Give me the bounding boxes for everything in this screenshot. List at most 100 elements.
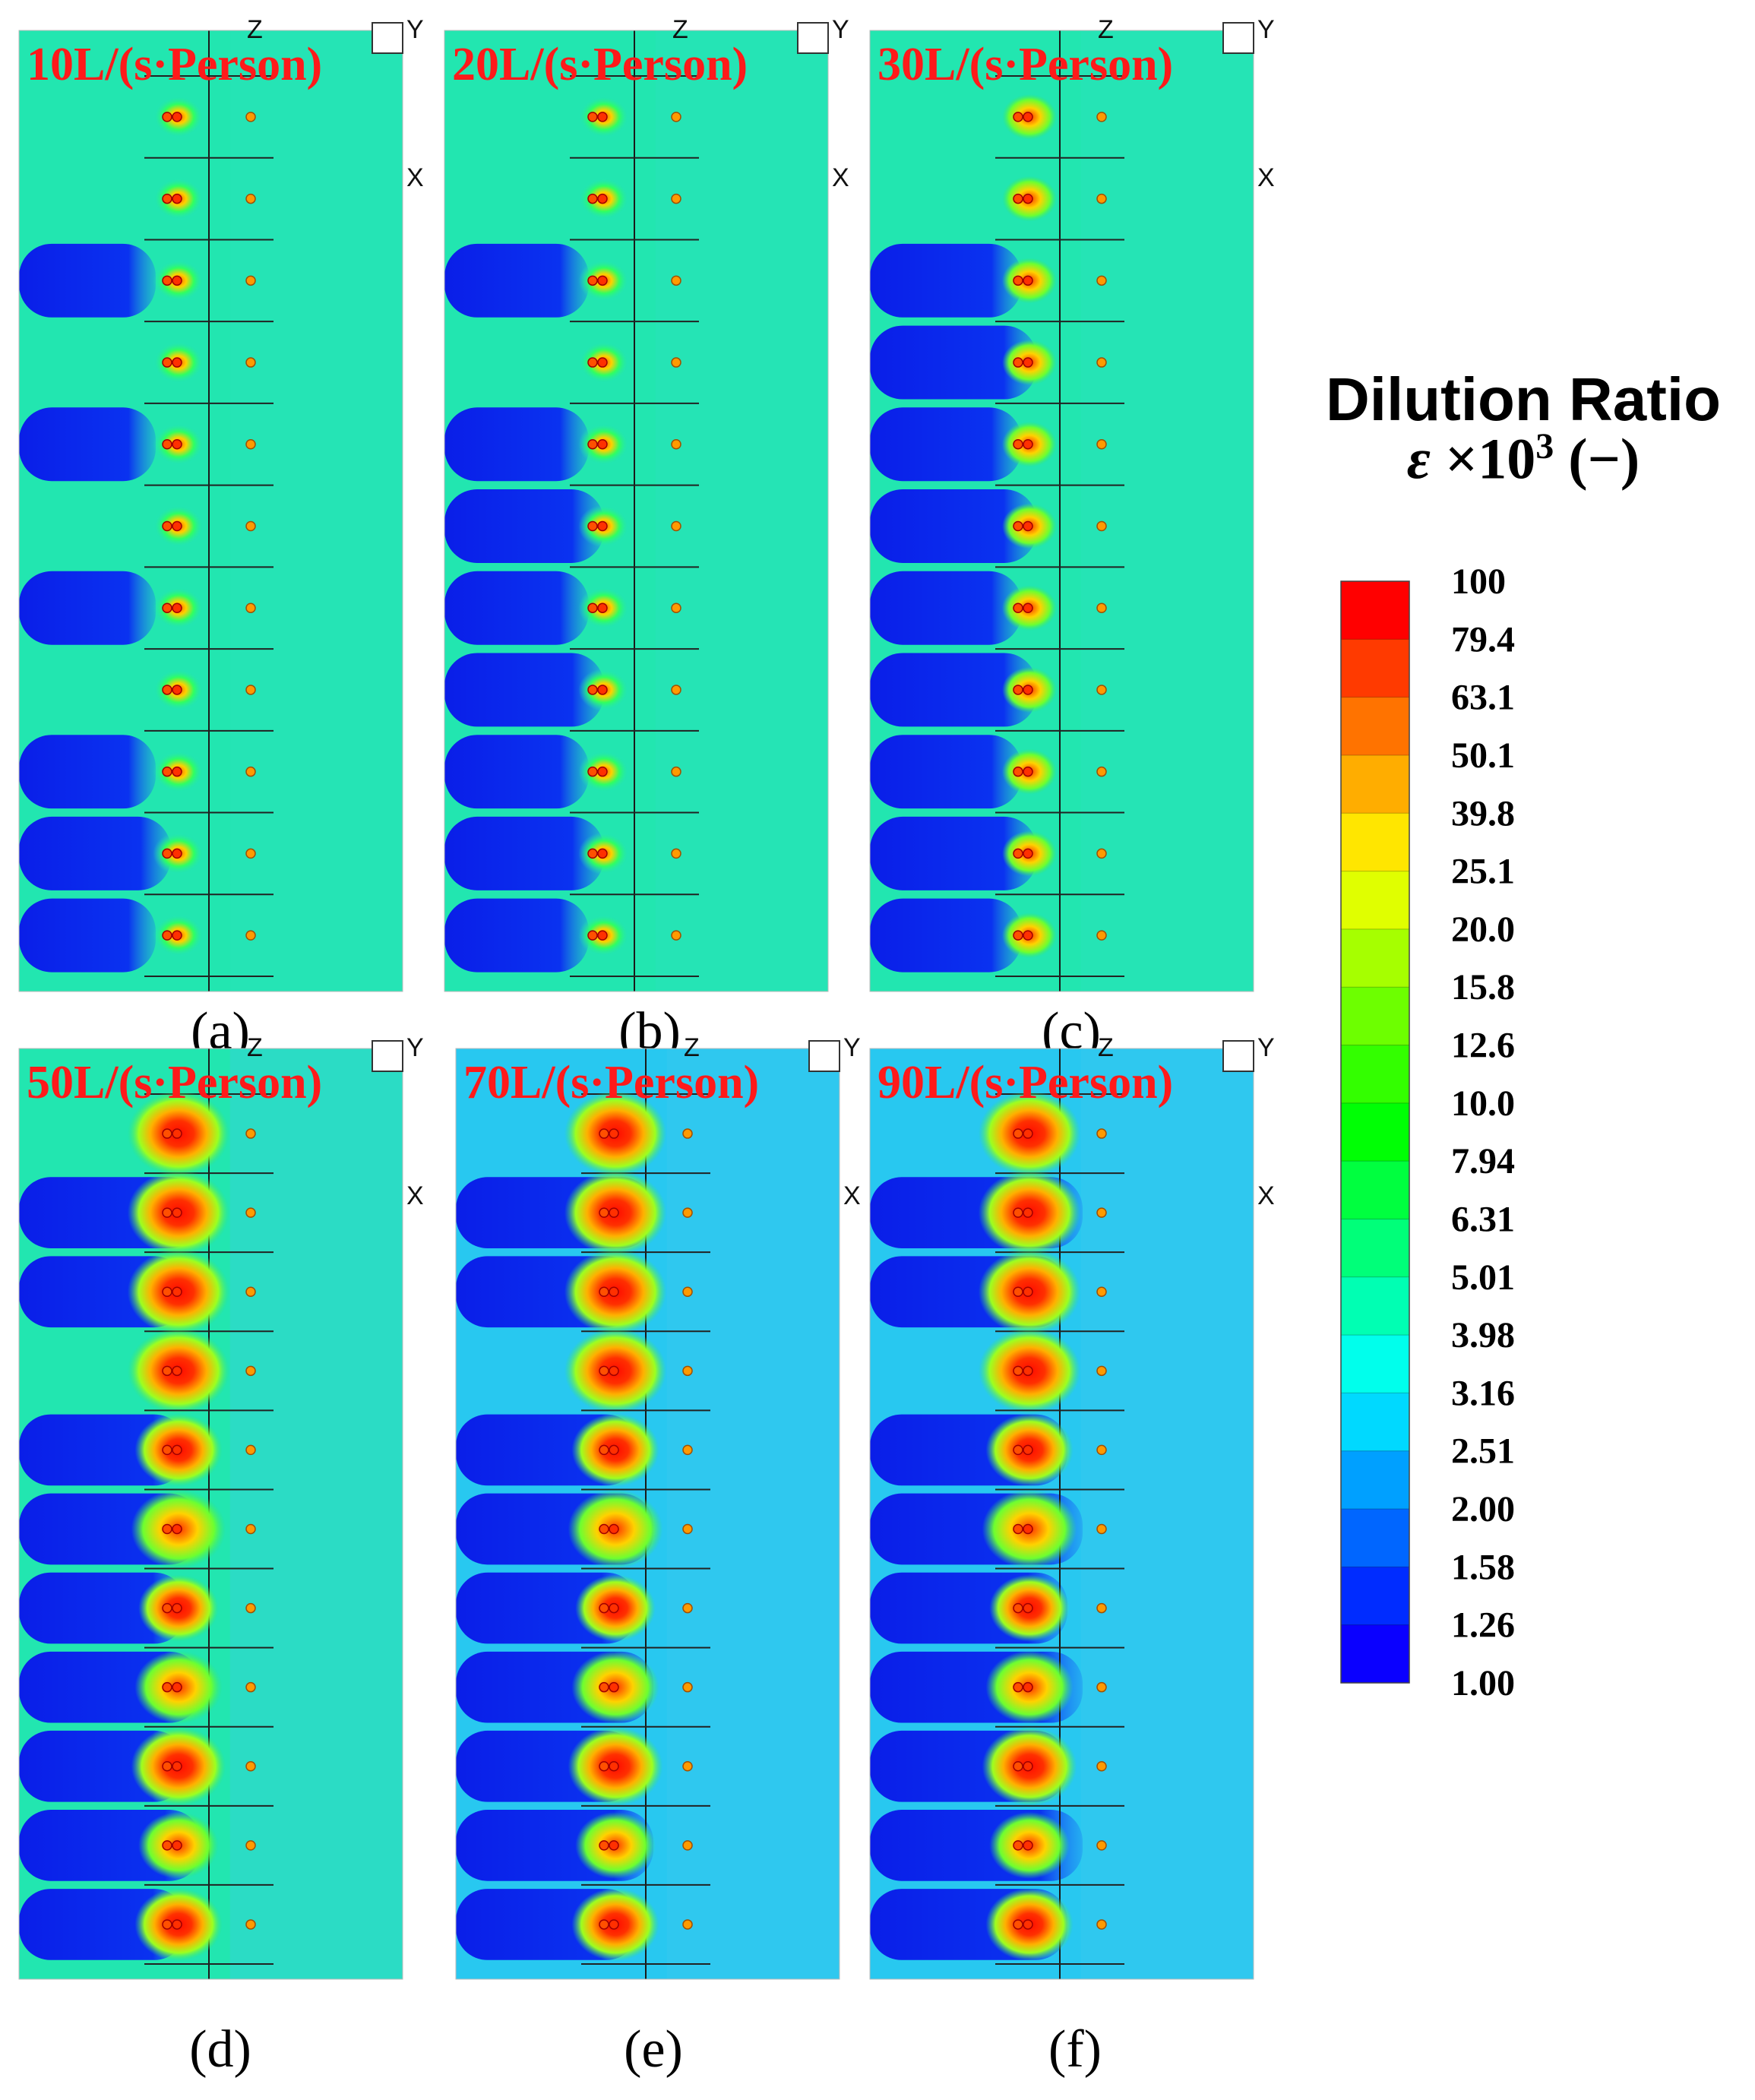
- low-ratio-wake: [444, 898, 589, 973]
- occupant-marker: [1023, 1286, 1033, 1297]
- occupant-marker: [671, 685, 681, 695]
- occupant-marker: [1096, 1602, 1107, 1614]
- colorbar-tick-label: 5.01: [1451, 1257, 1515, 1298]
- axis-label-z: Z: [247, 1033, 263, 1062]
- occupant-marker: [599, 1602, 609, 1614]
- axis-label-z: Z: [247, 15, 263, 44]
- occupant-marker: [1096, 930, 1107, 941]
- occupant-marker: [1096, 1840, 1107, 1851]
- occupant-marker: [1096, 357, 1107, 368]
- axis-label-x: X: [843, 1181, 861, 1210]
- occupant-marker: [162, 520, 172, 532]
- occupant-marker: [245, 193, 256, 204]
- occupant-marker: [599, 1681, 609, 1693]
- occupant-marker: [682, 1128, 693, 1139]
- occupant-marker: [599, 1523, 609, 1535]
- axis-label-x: X: [406, 163, 424, 192]
- occupant-marker: [245, 112, 256, 122]
- occupant-marker: [599, 1128, 609, 1139]
- colorbar-tick-label: 2.51: [1451, 1431, 1515, 1472]
- panel-caption: (f): [1048, 2020, 1102, 2079]
- occupant-marker: [162, 1840, 172, 1851]
- occupant-marker: [172, 930, 182, 941]
- panel-border: [455, 1048, 840, 1980]
- low-ratio-wake: [870, 571, 1022, 645]
- occupant-marker: [1013, 766, 1023, 777]
- occupant-marker: [609, 1523, 619, 1535]
- occupant-marker: [245, 1840, 256, 1851]
- axis-label-x: X: [832, 163, 849, 192]
- occupant-marker: [1013, 685, 1023, 695]
- occupant-marker: [1096, 1444, 1107, 1456]
- occupant-marker: [597, 848, 608, 859]
- low-ratio-wake: [19, 407, 156, 482]
- occupant-marker: [671, 193, 681, 204]
- low-ratio-wake: [444, 571, 589, 645]
- occupant-marker: [245, 439, 256, 450]
- occupant-marker: [671, 275, 681, 286]
- colorbar-band: [1341, 1045, 1409, 1104]
- occupant-marker: [245, 1761, 256, 1772]
- low-ratio-wake: [19, 571, 156, 645]
- colorbar-tick-label: 3.16: [1451, 1373, 1515, 1413]
- occupant-marker: [1096, 275, 1107, 286]
- low-ratio-wake: [444, 653, 604, 727]
- occupant-marker: [609, 1128, 619, 1139]
- contour-wash: [1080, 1048, 1254, 1979]
- occupant-marker: [162, 439, 172, 450]
- occupant-marker: [1096, 1286, 1107, 1297]
- occupant-marker: [172, 275, 182, 286]
- occupant-marker: [671, 357, 681, 368]
- occupant-marker: [245, 848, 256, 859]
- occupant-marker: [172, 1681, 182, 1693]
- axis-corner-box: [797, 22, 829, 54]
- occupant-marker: [671, 520, 681, 532]
- occupant-marker: [172, 848, 182, 859]
- occupant-marker: [172, 193, 182, 204]
- occupant-marker: [671, 602, 681, 613]
- axis-corner-box: [372, 22, 403, 54]
- occupant-marker: [245, 1286, 256, 1297]
- colorbar-band: [1341, 754, 1409, 814]
- occupant-marker: [245, 1207, 256, 1218]
- axis-label-x: X: [406, 1181, 424, 1210]
- legend-multiplier: ×10: [1444, 427, 1536, 492]
- colorbar-tick-label: 20.0: [1451, 909, 1515, 950]
- axis-label-y: Y: [1257, 1033, 1275, 1062]
- colorbar-tick-label: 10.0: [1451, 1083, 1515, 1124]
- occupant-marker: [597, 357, 608, 368]
- colorbar-band: [1341, 1219, 1409, 1278]
- axis-corner-box: [1222, 22, 1254, 54]
- colorbar-tick-label: 39.8: [1451, 793, 1515, 833]
- occupant-marker: [1023, 112, 1033, 122]
- occupant-marker: [1013, 1602, 1023, 1614]
- occupant-marker: [671, 930, 681, 941]
- occupant-marker: [172, 1365, 182, 1377]
- colorbar-band: [1341, 813, 1409, 872]
- occupant-marker: [162, 275, 172, 286]
- occupant-marker: [609, 1761, 619, 1772]
- occupant-marker: [245, 275, 256, 286]
- occupant-marker: [609, 1286, 619, 1297]
- axis-corner-box: [372, 1040, 403, 1072]
- colorbar-tick-label: 6.31: [1451, 1199, 1515, 1239]
- flow-rate-label: 10L/(s·Person): [27, 39, 322, 90]
- occupant-marker: [162, 1602, 172, 1614]
- panel-f: Z Y X 90L/(s·Person) (f): [869, 1033, 1275, 2079]
- occupant-marker: [1013, 848, 1023, 859]
- occupant-marker: [1096, 1761, 1107, 1772]
- occupant-marker: [1096, 848, 1107, 859]
- occupant-marker: [1023, 848, 1033, 859]
- occupant-marker: [245, 1365, 256, 1377]
- occupant-marker: [245, 1602, 256, 1614]
- occupant-marker: [172, 1286, 182, 1297]
- contour-wash: [666, 1048, 840, 1979]
- occupant-marker: [587, 685, 598, 695]
- occupant-marker: [245, 1523, 256, 1535]
- low-ratio-wake: [444, 243, 589, 318]
- occupant-marker: [162, 685, 172, 695]
- occupant-marker: [1013, 1207, 1023, 1218]
- colorbar-band: [1341, 987, 1409, 1046]
- axis-corner-box: [808, 1040, 840, 1072]
